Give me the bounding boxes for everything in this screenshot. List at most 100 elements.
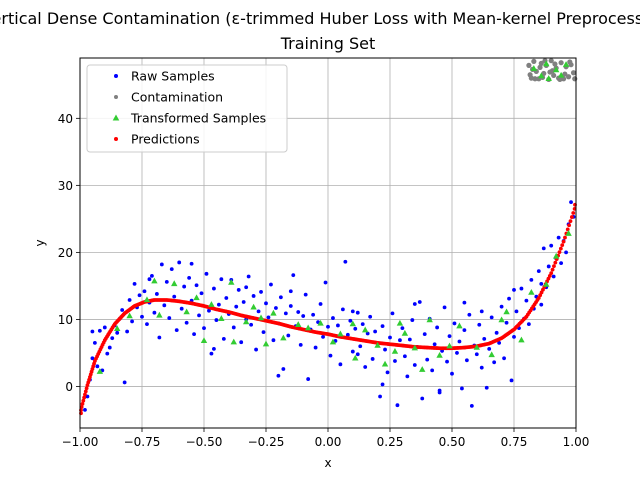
transformed-sample-point — [436, 352, 443, 358]
transformed-sample-point — [143, 296, 151, 303]
raw-sample-point — [442, 305, 447, 310]
raw-sample-point — [474, 352, 479, 357]
transformed-sample-point — [562, 61, 570, 67]
raw-sample-point — [187, 275, 192, 280]
raw-sample-point — [224, 296, 229, 300]
raw-sample-point — [469, 403, 474, 408]
raw-sample-point — [430, 368, 435, 373]
y-tick-label: 10 — [58, 313, 73, 327]
y-tick-label: 20 — [58, 246, 73, 260]
raw-sample-point — [157, 335, 162, 340]
contamination-point — [570, 70, 577, 76]
transformed-sample-point — [352, 354, 359, 361]
raw-sample-point — [365, 331, 370, 336]
raw-sample-point — [184, 320, 189, 325]
prediction-point — [565, 227, 570, 232]
raw-sample-point — [452, 321, 457, 326]
raw-sample-point — [368, 314, 373, 319]
raw-sample-point — [529, 277, 534, 282]
raw-sample-point — [107, 345, 112, 350]
transformed-sample-point — [126, 312, 133, 319]
raw-sample-point — [432, 342, 437, 347]
raw-sample-point — [207, 308, 211, 313]
transformed-sample-point — [218, 315, 225, 321]
y-axis-label: y — [33, 239, 47, 246]
raw-sample-point — [251, 294, 256, 298]
raw-sample-point — [95, 364, 100, 369]
raw-sample-point — [204, 271, 209, 276]
raw-sample-point — [90, 356, 95, 361]
raw-sample-point — [179, 306, 184, 311]
transformed-sample-point — [114, 325, 121, 331]
chart-subtitle: Training Set — [280, 34, 376, 53]
raw-sample-point — [551, 274, 556, 279]
raw-sample-point — [239, 340, 244, 345]
prediction-point — [558, 246, 563, 251]
raw-sample-point — [462, 300, 467, 305]
raw-sample-point — [264, 301, 268, 306]
transformed-sample-point — [565, 230, 572, 236]
contamination-point — [552, 61, 558, 67]
raw-sample-point — [328, 353, 333, 358]
raw-sample-point — [350, 349, 355, 354]
raw-sample-point — [212, 347, 216, 351]
raw-sample-point — [546, 264, 551, 269]
raw-sample-point — [492, 360, 497, 365]
x-tick-label: 0.25 — [377, 435, 404, 449]
raw-sample-point — [370, 357, 375, 361]
raw-sample-point — [326, 324, 330, 329]
x-tick-label: −1.00 — [62, 435, 99, 449]
raw-sample-point — [479, 309, 484, 314]
transformed-sample-point — [530, 65, 538, 71]
transformed-sample-point — [488, 351, 495, 358]
raw-sample-point — [499, 304, 504, 309]
transformed-sample-point — [349, 320, 356, 327]
raw-sample-point — [340, 307, 345, 312]
transformed-sample-point — [156, 311, 163, 318]
transformed-sample-point — [498, 316, 505, 323]
raw-sample-point — [130, 319, 134, 324]
raw-sample-point — [380, 382, 385, 387]
raw-sample-point — [467, 312, 472, 317]
prediction-point — [557, 250, 562, 255]
raw-sample-point — [343, 259, 348, 264]
raw-sample-point — [249, 322, 254, 327]
raw-sample-point — [311, 312, 316, 317]
raw-sample-point — [526, 322, 531, 327]
transformed-sample-point — [208, 301, 215, 307]
raw-sample-point — [539, 302, 544, 307]
raw-sample-point — [455, 351, 459, 355]
transformed-sample-point — [518, 336, 525, 343]
raw-sample-point — [425, 357, 430, 362]
transformed-sample-point — [337, 330, 344, 337]
transformed-sample-point — [183, 308, 190, 315]
y-tick-label: 0 — [65, 380, 73, 394]
raw-sample-point — [221, 336, 226, 341]
raw-sample-point — [162, 303, 167, 308]
raw-sample-point — [298, 342, 303, 347]
x-tick-label: 0.75 — [501, 435, 528, 449]
legend-predictions-label: Predictions — [131, 132, 200, 147]
raw-sample-point — [102, 325, 107, 330]
raw-sample-point — [261, 330, 266, 335]
prediction-point — [568, 219, 573, 224]
legend: Raw Samples Contamination Transformed Sa… — [86, 64, 288, 153]
raw-sample-point — [512, 334, 516, 339]
raw-sample-point — [296, 310, 301, 314]
transformed-sample-point — [426, 316, 433, 323]
legend-contamination-marker — [114, 95, 118, 99]
raw-sample-point — [559, 261, 564, 266]
transformed-sample-point — [545, 75, 552, 81]
transformed-sample-point — [250, 303, 257, 310]
transformed-sample-point — [538, 72, 545, 79]
raw-sample-point — [115, 330, 120, 335]
raw-sample-point — [219, 277, 224, 282]
prediction-point — [571, 211, 576, 215]
raw-sample-point — [234, 304, 239, 309]
transformed-sample-point — [419, 366, 426, 372]
raw-sample-point — [159, 262, 164, 267]
transformed-sample-point — [381, 360, 389, 367]
raw-sample-point — [276, 373, 281, 378]
raw-sample-point — [450, 371, 454, 376]
